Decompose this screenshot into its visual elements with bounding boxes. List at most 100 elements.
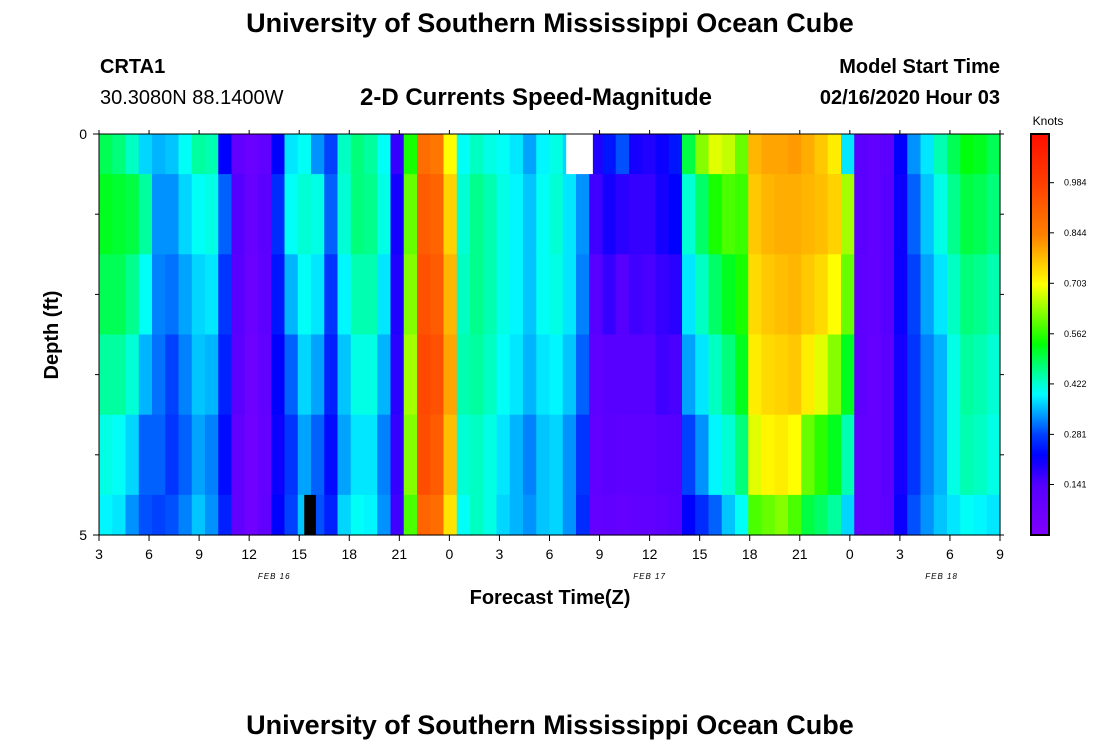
heatmap-cell xyxy=(562,494,577,536)
heatmap-cell xyxy=(721,134,736,175)
heatmap-cell xyxy=(841,414,855,496)
heatmap-cell xyxy=(377,414,392,496)
x-tick-label: 9 xyxy=(195,546,203,562)
heatmap-cell xyxy=(152,334,166,416)
heatmap-cell xyxy=(496,414,511,496)
heatmap-cell xyxy=(483,134,498,175)
heatmap-cell xyxy=(788,174,802,255)
heatmap-cell xyxy=(523,414,537,496)
heatmap-cell xyxy=(377,174,392,255)
heatmap-cell xyxy=(642,254,657,336)
heatmap-cell xyxy=(218,254,233,336)
heatmap-cell xyxy=(390,414,405,496)
heatmap-cell xyxy=(231,334,246,416)
heatmap-cell xyxy=(165,134,180,175)
heatmap-cell xyxy=(947,494,961,536)
heatmap-cell xyxy=(721,254,736,336)
heatmap-cell xyxy=(417,414,431,496)
heatmap-cell xyxy=(827,494,842,536)
heatmap-cell xyxy=(125,254,140,336)
heatmap-cell xyxy=(456,334,471,416)
heatmap-cell xyxy=(523,494,537,536)
station-coords: 30.3080N 88.1400W xyxy=(100,87,284,109)
heatmap-cell xyxy=(655,334,670,416)
heatmap-cell xyxy=(297,254,312,336)
heatmap-cell xyxy=(403,254,418,336)
heatmap-cell xyxy=(205,134,219,175)
heatmap-cell xyxy=(284,414,299,496)
heatmap-cell xyxy=(933,254,948,336)
heatmap-cell xyxy=(668,174,683,255)
date-label: FEB 18 xyxy=(925,572,958,581)
heatmap-cell xyxy=(748,494,763,536)
x-tick-label: 3 xyxy=(95,546,103,562)
heatmap-cell xyxy=(337,134,352,175)
heatmap-cell xyxy=(430,174,445,255)
heatmap-cell xyxy=(417,494,431,536)
heatmap-cell xyxy=(138,494,153,536)
heatmap-cell xyxy=(350,174,365,255)
heatmap-cell xyxy=(403,334,418,416)
heatmap-cell xyxy=(907,494,922,536)
heatmap-cell xyxy=(165,494,180,536)
heatmap-cell xyxy=(536,414,551,496)
heatmap-cell xyxy=(735,174,749,255)
heatmap-cell xyxy=(509,334,524,416)
heatmap-cell xyxy=(125,174,140,255)
heatmap-cell xyxy=(311,134,325,175)
heatmap-cell xyxy=(814,334,829,416)
invalid-cells xyxy=(304,134,593,535)
x-tick-label: 0 xyxy=(445,546,453,562)
heatmap-cell xyxy=(960,414,975,496)
heatmap-cell xyxy=(735,134,749,175)
heatmap-cell xyxy=(377,334,392,416)
heatmap-cell xyxy=(615,134,630,175)
heatmap-cell xyxy=(907,334,922,416)
heatmap-cell xyxy=(284,174,299,255)
heatmap-cell xyxy=(708,334,723,416)
heatmap-cell xyxy=(827,134,842,175)
heatmap-cell xyxy=(880,414,895,496)
heatmap-cell xyxy=(311,414,325,496)
heatmap-cell xyxy=(152,494,166,536)
heatmap-cell xyxy=(708,134,723,175)
colorbar: 0.141 0.281 0.422 0.562 0.703 0.844 0.984 xyxy=(1030,133,1087,536)
heatmap-cell xyxy=(986,494,1001,536)
heatmap-cell xyxy=(470,414,484,496)
heatmap-cell xyxy=(947,254,961,336)
heatmap-cell xyxy=(642,414,657,496)
heatmap-cell xyxy=(708,254,723,336)
heatmap-cell xyxy=(774,254,789,336)
heatmap-cell xyxy=(973,494,988,536)
heatmap-cell xyxy=(430,254,445,336)
heatmap-cell xyxy=(244,174,259,255)
heatmap-cell xyxy=(761,494,776,536)
heatmap-cell xyxy=(894,174,908,255)
heatmap-cell xyxy=(907,254,922,336)
footer-title: University of Southern Mississippi Ocean… xyxy=(246,710,854,740)
heatmap-cell xyxy=(615,254,630,336)
heatmap-cell xyxy=(668,494,683,536)
heatmap-cell xyxy=(615,174,630,255)
heatmap-cell xyxy=(947,174,961,255)
colorbar-label: Knots xyxy=(1033,114,1064,128)
heatmap-cell xyxy=(125,134,140,175)
x-tick-label: 6 xyxy=(546,546,554,562)
heatmap-cell xyxy=(562,334,577,416)
heatmap-cell xyxy=(271,134,286,175)
heatmap-cell xyxy=(973,134,988,175)
heatmap-cell xyxy=(390,334,405,416)
x-tick-label: 18 xyxy=(341,546,357,562)
heatmap-cell xyxy=(562,414,577,496)
heatmap-cell xyxy=(523,174,537,255)
x-tick-label: 21 xyxy=(392,546,408,562)
heatmap-cell xyxy=(907,134,922,175)
heatmap-cell xyxy=(231,414,246,496)
heatmap-cell xyxy=(602,134,617,175)
heatmap-cell xyxy=(125,334,140,416)
heatmap-cell xyxy=(854,174,869,255)
heatmap-cell xyxy=(947,134,961,175)
heatmap-cell xyxy=(536,254,551,336)
heatmap-cell xyxy=(854,254,869,336)
heatmap-cell xyxy=(403,174,418,255)
